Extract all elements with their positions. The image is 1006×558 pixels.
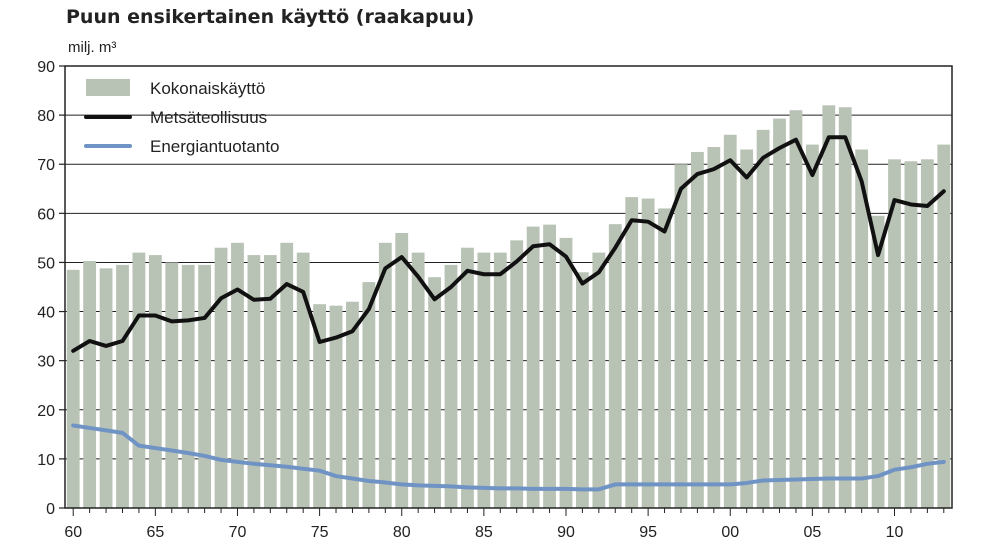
- bar-1966: [165, 262, 179, 508]
- bar-1975: [313, 304, 327, 508]
- axes: 0 10 20 30 40 50 60 70 80 90 60 65 70 75 80 85 90 95 00 05 1…: [37, 59, 953, 541]
- bar-2011: [904, 161, 918, 508]
- legend-swatch-kokonaiskäyttö: [86, 79, 130, 96]
- bar-2001: [740, 149, 754, 508]
- x-tick-label-1980: 80: [393, 524, 411, 541]
- bar-1979: [378, 242, 392, 509]
- bar-2007: [838, 107, 852, 509]
- bar-1970: [231, 242, 244, 509]
- bar-1988: [526, 226, 540, 509]
- x-tick-label-1985: 85: [475, 524, 493, 541]
- bar-1969: [214, 247, 228, 508]
- bar-1994: [625, 197, 639, 509]
- line-metsäteollisuus: [71, 135, 946, 353]
- bar-1995: [641, 198, 655, 508]
- chart-title: Puun ensikertainen käyttö (raakapuu): [66, 6, 475, 28]
- bar-1991: [576, 272, 589, 508]
- y-tick-label-10: 10: [37, 452, 55, 469]
- bar-1967: [181, 264, 195, 508]
- bar-1977: [346, 301, 359, 508]
- bar-1997: [674, 164, 688, 508]
- bar-1998: [690, 151, 704, 508]
- lines: [71, 135, 946, 492]
- bar-2004: [789, 110, 803, 508]
- legend-label-energiantuotanto: Energiantuotanto: [150, 137, 280, 156]
- bar-1961: [83, 260, 97, 508]
- y-tick-label-40: 40: [37, 305, 55, 322]
- bar-2000: [723, 134, 737, 508]
- legend-label-kokonaiskäyttö: Kokonaiskäyttö: [150, 79, 265, 98]
- bar-1986: [493, 252, 507, 508]
- bar-2006: [822, 105, 836, 509]
- bar-1976: [329, 305, 343, 508]
- x-tick-label-2010: 10: [886, 524, 904, 541]
- bar-1982: [428, 277, 441, 508]
- bars-kokonaiskaytto: [66, 105, 951, 509]
- bar-1996: [658, 208, 671, 508]
- bar-1990: [559, 237, 573, 508]
- bar-1960: [66, 269, 80, 508]
- x-tick-label-1995: 95: [639, 524, 657, 541]
- bar-1978: [362, 282, 376, 508]
- bar-1962: [99, 268, 113, 508]
- x-tick-label-2005: 05: [803, 524, 821, 541]
- x-tick-label-1990: 90: [557, 524, 575, 541]
- x-tick-label-1970: 70: [229, 524, 247, 541]
- bar-1965: [148, 255, 162, 508]
- y-tick-label-80: 80: [37, 108, 55, 125]
- bar-2009: [871, 215, 885, 509]
- y-tick-label-60: 60: [37, 206, 55, 223]
- bar-2012: [920, 159, 934, 509]
- bar-2008: [855, 149, 869, 508]
- bar-1992: [592, 252, 606, 508]
- y-tick-label-50: 50: [37, 255, 55, 272]
- bar-1973: [280, 242, 294, 509]
- legend: Kokonaiskäyttö Metsäteollisuus Energiantuo…: [84, 79, 280, 156]
- y-tick-label-30: 30: [37, 354, 55, 371]
- x-tick-label-1960: 60: [64, 524, 82, 541]
- bar-1983: [444, 264, 458, 508]
- bar-1968: [198, 264, 212, 508]
- legend-label-metsäteollisuus: Metsäteollisuus: [150, 108, 267, 127]
- bar-1964: [132, 252, 146, 508]
- bar-2005: [805, 144, 819, 509]
- bar-1971: [247, 255, 261, 508]
- bar-1972: [263, 255, 277, 508]
- y-tick-label-0: 0: [46, 501, 55, 518]
- plot-frame: [64, 65, 953, 509]
- bar-1980: [395, 232, 409, 508]
- bar-1984: [461, 247, 474, 508]
- bar-2003: [773, 118, 786, 508]
- bar-1993: [608, 224, 622, 509]
- y-axis-unit-label: milj. m³: [68, 39, 117, 56]
- bar-2010: [888, 159, 901, 509]
- bar-1963: [116, 264, 129, 508]
- y-tick-label-70: 70: [37, 157, 55, 174]
- bar-1974: [296, 252, 310, 508]
- line-energiantuotanto: [71, 423, 946, 492]
- bar-1981: [411, 252, 425, 508]
- y-tick-label-90: 90: [37, 59, 55, 76]
- bar-1987: [510, 240, 524, 508]
- bar-1989: [543, 224, 556, 508]
- bar-2013: [937, 144, 951, 509]
- x-tick-label-1965: 65: [146, 524, 164, 541]
- x-tick-label-2000: 00: [721, 524, 739, 541]
- bar-1999: [707, 147, 721, 509]
- bar-1985: [477, 252, 491, 508]
- y-tick-label-20: 20: [37, 403, 55, 420]
- bar-2002: [756, 129, 770, 508]
- x-tick-label-1975: 75: [311, 524, 329, 541]
- gridlines: [65, 114, 952, 460]
